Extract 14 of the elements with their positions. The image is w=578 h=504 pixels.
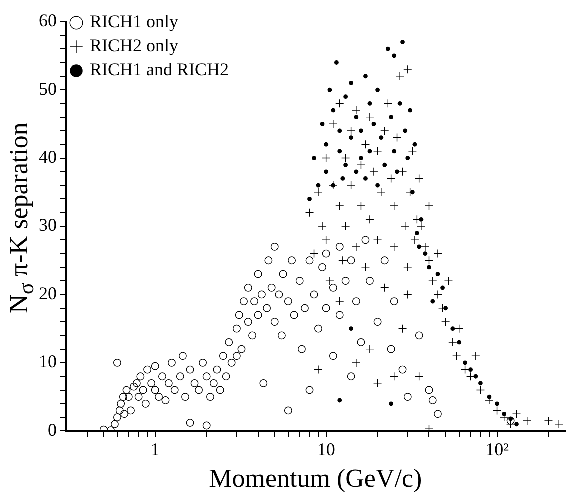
y-tick-label: 30 — [39, 215, 57, 236]
legend-label: RICH2 only — [90, 36, 179, 56]
x-axis-title: Momentum (GeV/c) — [209, 464, 422, 494]
y-tick-label: 0 — [48, 420, 57, 440]
y-tick-label: 40 — [39, 147, 57, 167]
legend-label: RICH1 only — [90, 12, 179, 32]
x-tick-label: 10² — [486, 440, 509, 460]
y-tick-label: 10 — [39, 352, 57, 372]
y-tick-label: 20 — [39, 283, 57, 304]
legend-label: RICH1 and RICH2 — [90, 60, 229, 80]
x-tick-label: 10 — [317, 440, 336, 460]
y-tick-label: 50 — [39, 78, 57, 99]
y-tick-label: 60 — [39, 10, 57, 31]
x-tick-label: 1 — [150, 440, 160, 460]
